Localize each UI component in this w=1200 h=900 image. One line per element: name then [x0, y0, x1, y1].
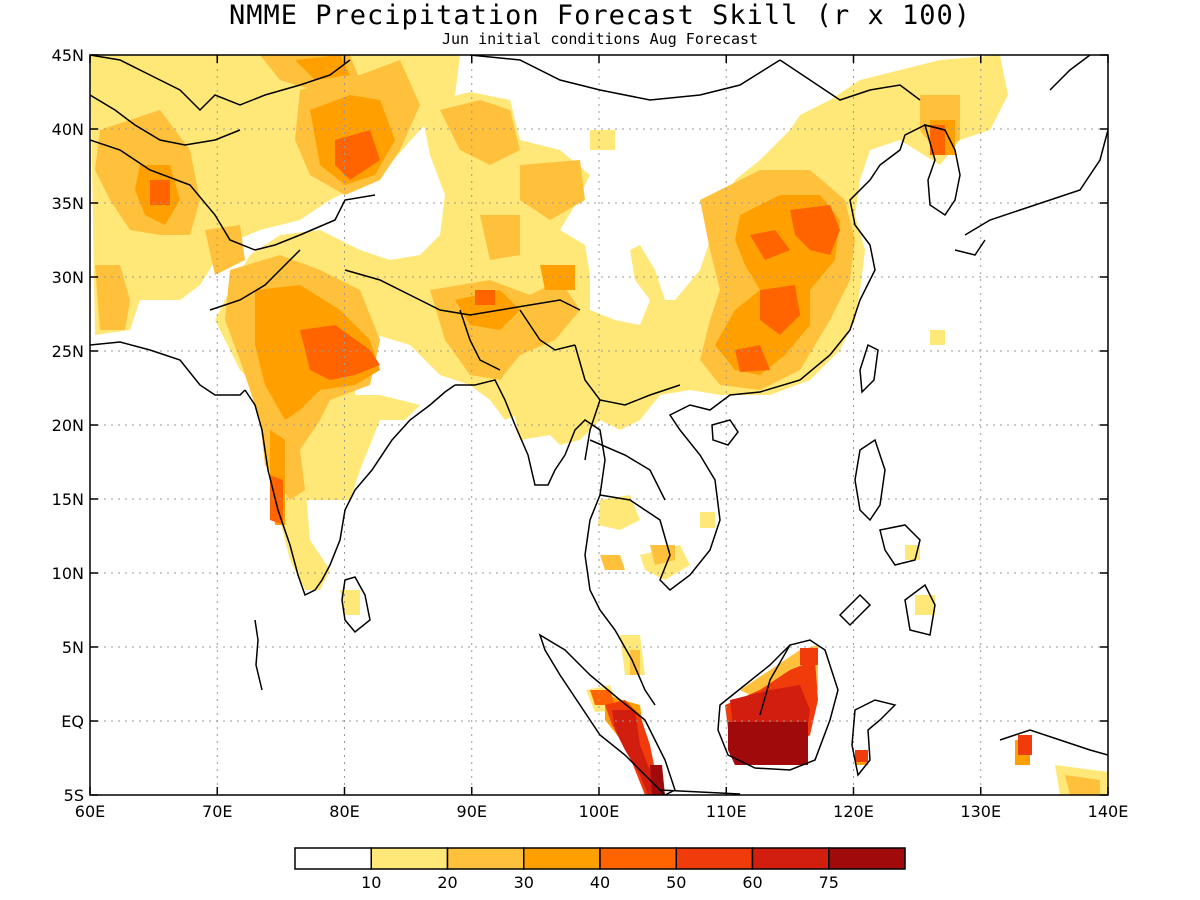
colorbar-swatch	[828, 847, 906, 870]
skill-shading	[90, 55, 1108, 795]
colorbar-swatch	[294, 847, 372, 870]
y-axis: 45N 40N 35N 30N 25N 20N 15N 10N 5N EQ 5S	[52, 46, 1108, 805]
skill-level-75-plus	[650, 722, 808, 795]
y-tick-label: 25N	[52, 342, 84, 361]
skill-level-40-50	[150, 125, 945, 705]
x-tick-label: 120E	[833, 802, 874, 821]
colorbar-label: 50	[666, 873, 686, 892]
x-tick-label: 100E	[579, 802, 620, 821]
colorbar-label: 75	[819, 873, 839, 892]
map-title: NMME Precipitation Forecast Skill (r x 1…	[229, 0, 971, 31]
coastlines	[90, 55, 1108, 795]
y-tick-label: 40N	[52, 120, 84, 139]
y-tick-label: 45N	[52, 46, 84, 65]
colorbar-swatch	[523, 847, 601, 870]
colorbar-label: 10	[361, 873, 381, 892]
x-tick-label: 110E	[706, 802, 747, 821]
colorbar: 10 20 30 40 50 60 75	[294, 847, 906, 892]
grid-lines	[90, 55, 1108, 795]
colorbar-swatch	[751, 847, 830, 870]
y-tick-label: 35N	[52, 194, 84, 213]
x-tick-label: 90E	[457, 802, 487, 821]
colorbar-swatch	[675, 847, 754, 870]
x-tick-label: 80E	[329, 802, 359, 821]
y-tick-label: 30N	[52, 268, 84, 287]
colorbar-label: 20	[437, 873, 457, 892]
y-tick-label: 20N	[52, 416, 84, 435]
y-tick-label: 5S	[64, 786, 84, 805]
colorbar-label: 60	[742, 873, 762, 892]
y-tick-label: 10N	[52, 564, 84, 583]
colorbar-swatch	[370, 847, 449, 870]
colorbar-swatch	[599, 847, 677, 870]
x-tick-label: 60E	[75, 802, 105, 821]
x-axis: 60E 70E 80E 90E 100E 110E 120E 130E 140E	[75, 55, 1129, 821]
colorbar-swatch	[446, 847, 525, 870]
x-tick-label: 130E	[960, 802, 1001, 821]
map-subtitle: Jun initial conditions Aug Forecast	[441, 30, 759, 48]
y-tick-label: EQ	[61, 712, 84, 731]
x-tick-label: 70E	[202, 802, 232, 821]
skill-level-10-20	[90, 55, 1108, 795]
colorbar-label: 30	[514, 873, 534, 892]
y-tick-label: 15N	[52, 490, 84, 509]
colorbar-label: 40	[590, 873, 610, 892]
y-tick-label: 5N	[62, 638, 84, 657]
x-tick-label: 140E	[1088, 802, 1129, 821]
